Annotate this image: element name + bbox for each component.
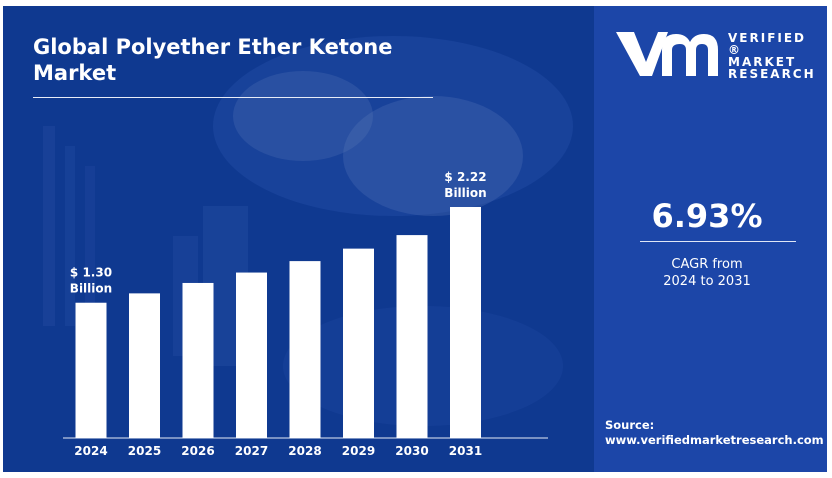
brand-logo: VERIFIED ® MARKET RESEARCH bbox=[612, 28, 822, 80]
bar-2028 bbox=[289, 261, 321, 438]
registered-mark: ® bbox=[728, 43, 742, 57]
bar-2031 bbox=[450, 207, 481, 438]
chart-panel: 2024 2025 2026 2027 2028 2029 2030 2031 $ 1.30 Bi… bbox=[3, 6, 594, 472]
bar-2030 bbox=[396, 235, 428, 438]
vmr-logo-icon bbox=[616, 32, 718, 76]
cagr-label-line-2: 2024 to 2031 bbox=[663, 274, 751, 289]
brand-line-3: RESEARCH bbox=[728, 67, 816, 81]
data-label: $ 1.30 bbox=[70, 266, 112, 280]
page-title: Global Polyether Ether Ketone Market bbox=[33, 34, 453, 86]
cagr-label-line-1: CAGR from bbox=[671, 257, 743, 272]
brand-line-1: VERIFIED bbox=[728, 31, 807, 45]
x-tick-label: 2029 bbox=[342, 444, 375, 458]
bar-2024 bbox=[75, 302, 107, 438]
bar-2026 bbox=[182, 282, 214, 438]
source-url: www.verifiedmarketresearch.com bbox=[605, 433, 824, 447]
brand-line-2: MARKET bbox=[728, 55, 797, 69]
x-tick-label: 2026 bbox=[181, 444, 214, 458]
data-label: Billion bbox=[70, 282, 112, 296]
summary-panel bbox=[594, 6, 827, 472]
brand-wordmark: VERIFIED ® MARKET RESEARCH bbox=[728, 32, 822, 80]
bar-2027 bbox=[236, 272, 267, 438]
data-label: Billion bbox=[444, 186, 486, 200]
source-label: Source: bbox=[605, 418, 655, 432]
x-tick-label: 2030 bbox=[395, 444, 428, 458]
x-tick-label: 2027 bbox=[235, 444, 268, 458]
source-note: Source: www.verifiedmarketresearch.com bbox=[605, 418, 827, 448]
bar-2029 bbox=[343, 248, 374, 438]
title-line-1: Global Polyether Ether Ketone bbox=[33, 35, 393, 59]
cagr-value: 6.93% bbox=[651, 197, 763, 235]
x-tick-label: 2028 bbox=[288, 444, 321, 458]
title-line-2: Market bbox=[33, 61, 117, 85]
x-tick-label: 2031 bbox=[449, 444, 482, 458]
bar-chart: 2024 2025 2026 2027 2028 2029 2030 2031 $ 1.30 Bi… bbox=[63, 170, 548, 458]
cagr-divider bbox=[640, 241, 796, 242]
data-label: $ 2.22 bbox=[444, 170, 486, 184]
x-tick-label: 2024 bbox=[74, 444, 107, 458]
cagr-label: CAGR from 2024 to 2031 bbox=[612, 256, 802, 290]
x-tick-label: 2025 bbox=[128, 444, 161, 458]
bar-2025 bbox=[129, 293, 160, 438]
infographic: 2024 2025 2026 2027 2028 2029 2030 2031 $ 1.30 Bi… bbox=[3, 6, 827, 472]
title-divider bbox=[33, 97, 433, 98]
